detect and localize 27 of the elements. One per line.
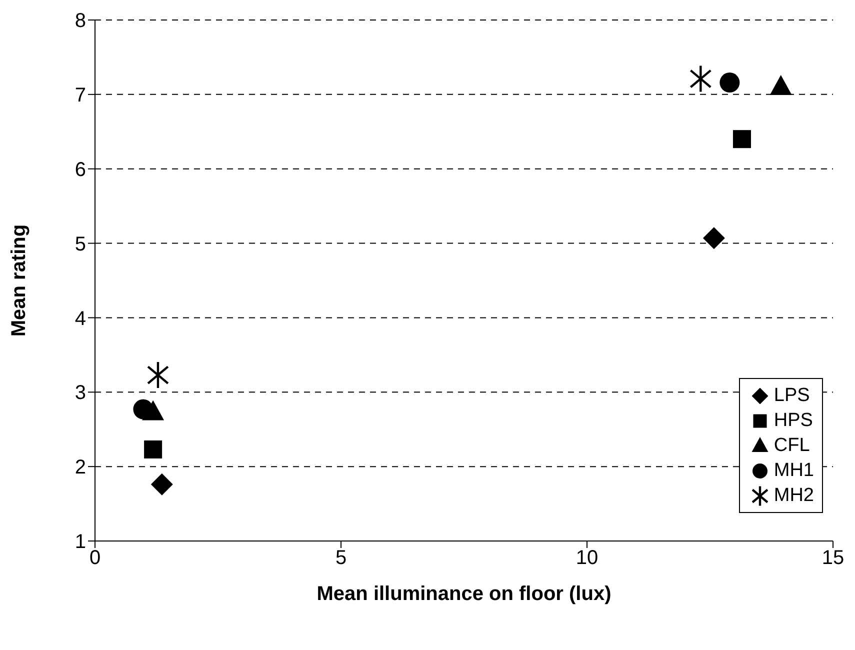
point (732, 130, 751, 148)
legend-label: CFL (774, 434, 810, 456)
y-tick-label: 1 (74, 531, 86, 554)
x-tick-label: 0 (89, 547, 101, 570)
point (150, 473, 173, 496)
x-tick-label: 10 (576, 547, 598, 570)
y-tick-label: 7 (74, 84, 86, 107)
y-axis-title: Mean rating (8, 224, 30, 337)
y-tick-label: 6 (74, 158, 86, 181)
x-tick-label: 15 (822, 547, 844, 570)
x-tick-label: 5 (335, 547, 347, 570)
y-tick-label: 3 (74, 382, 86, 404)
legend-label: MH1 (774, 460, 814, 482)
point (144, 440, 162, 458)
legend-label: LPS (774, 384, 810, 406)
legend-label: MH2 (774, 484, 814, 506)
legend-label: HPS (774, 410, 813, 432)
y-tick-label: 2 (74, 456, 86, 479)
x-axis-title: Mean illuminance on floor (lux) (316, 583, 612, 606)
point (133, 399, 154, 420)
point (690, 66, 712, 92)
y-tick-label: 8 (74, 10, 86, 32)
y-tick-label: 5 (74, 233, 86, 256)
y-tick-label: 4 (74, 308, 86, 330)
point (720, 72, 740, 93)
point (702, 227, 725, 250)
point (147, 362, 169, 388)
